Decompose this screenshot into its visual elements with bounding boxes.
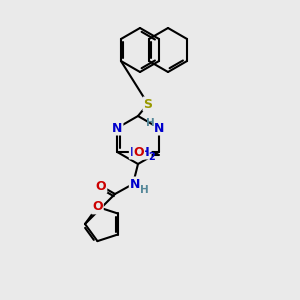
Text: 2: 2 (148, 152, 154, 162)
Text: N: N (130, 178, 140, 190)
Text: O: O (134, 146, 144, 158)
Text: N: N (154, 122, 164, 134)
Text: O: O (92, 200, 103, 213)
Text: S: S (143, 98, 152, 110)
Text: H: H (146, 118, 155, 128)
Text: O: O (96, 179, 106, 193)
Text: H: H (140, 185, 148, 195)
Text: N: N (112, 122, 122, 134)
Text: NH: NH (130, 146, 151, 158)
